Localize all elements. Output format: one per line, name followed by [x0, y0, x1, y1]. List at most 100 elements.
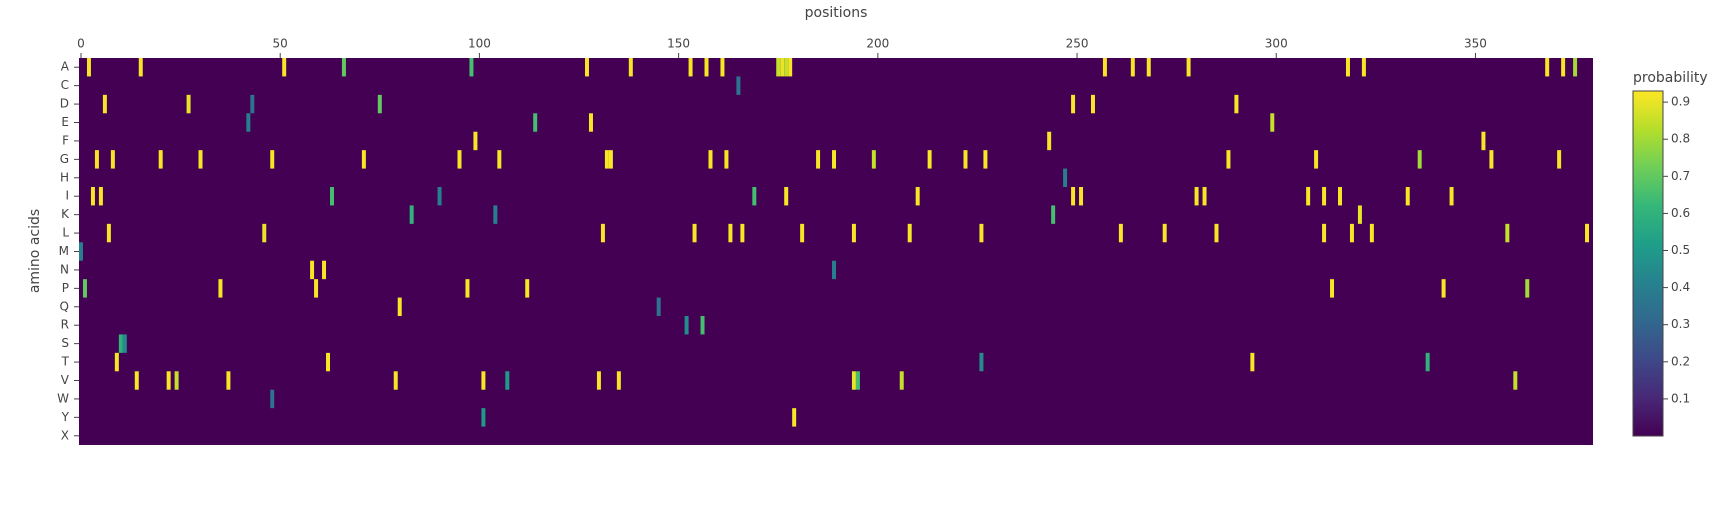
heatmap-cell	[1130, 58, 1135, 77]
heatmap-cell	[788, 58, 793, 77]
heatmap-cell	[1226, 150, 1231, 169]
heatmap-cell	[832, 260, 836, 280]
heatmap-cell	[1322, 187, 1327, 206]
y-tick-label: D	[60, 97, 69, 111]
heatmap-cell	[1369, 223, 1374, 243]
x-tick-label: 150	[667, 37, 690, 51]
heatmap-cell	[377, 94, 382, 114]
y-axis-title: amino acids	[27, 209, 43, 293]
heatmap-cell	[525, 279, 530, 298]
x-tick-label: 50	[273, 37, 288, 51]
heatmap-cell	[282, 58, 287, 77]
heatmap-cell	[588, 113, 593, 132]
y-tick-label: H	[60, 170, 69, 184]
heatmap-cell	[1051, 205, 1056, 224]
heatmap-cell	[166, 371, 171, 390]
heatmap-cell	[465, 279, 470, 298]
heatmap-cell	[134, 371, 139, 390]
x-axis-title: positions	[805, 5, 868, 21]
heatmap-cell	[704, 58, 709, 77]
heatmap-cell	[1545, 58, 1550, 77]
colorbar-tick-label: 0.6	[1671, 206, 1690, 220]
x-tick-label: 0	[77, 37, 85, 51]
colorbar-tick-label: 0.4	[1671, 280, 1690, 294]
y-tick-label: N	[60, 262, 69, 276]
heatmap-cell	[979, 352, 984, 372]
heatmap-cell	[174, 371, 179, 390]
heatmap-cell	[720, 58, 725, 77]
heatmap-cell	[608, 150, 613, 169]
heatmap-cell	[330, 187, 334, 206]
heatmap-cell	[361, 150, 366, 169]
heatmap-cell	[262, 223, 267, 243]
heatmap-cell	[1102, 58, 1107, 77]
y-tick-label: X	[61, 428, 69, 442]
y-tick-label: I	[65, 189, 69, 203]
heatmap-cell	[1186, 58, 1191, 77]
heatmap-cell	[90, 187, 95, 206]
heatmap-cell	[708, 150, 713, 169]
heatmap-cell	[1090, 94, 1095, 114]
colorbar-tick-label: 0.9	[1671, 95, 1690, 109]
heatmap-cell	[1202, 187, 1207, 206]
heatmap-cell	[1214, 223, 1219, 243]
heatmap-cell	[1079, 187, 1084, 206]
heatmap-cell	[1330, 279, 1335, 298]
heatmap-cell	[851, 223, 856, 243]
heatmap-cell	[604, 150, 609, 169]
heatmap-cell	[397, 297, 402, 316]
x-tick-label: 100	[468, 37, 491, 51]
heatmap-cell	[94, 150, 99, 169]
heatmap-cell	[784, 58, 789, 77]
heatmap-cell	[1250, 352, 1255, 372]
heatmap-cell	[740, 223, 745, 243]
heatmap-cell	[1405, 187, 1410, 206]
heatmap-cell	[1513, 371, 1518, 390]
heatmap-cell	[1194, 187, 1199, 206]
colorbar-tick-label: 0.5	[1671, 243, 1690, 257]
y-tick-label: K	[61, 207, 70, 221]
heatmap-cell	[322, 260, 327, 280]
heatmap-cell	[752, 187, 757, 206]
heatmap-cell	[979, 223, 984, 243]
heatmap-cell	[1345, 58, 1350, 77]
heatmap-cell	[963, 150, 968, 169]
heatmap-cell	[656, 297, 661, 316]
heatmap-cell	[983, 150, 988, 169]
heatmap-cell	[497, 150, 502, 169]
heatmap-cell	[1525, 279, 1530, 298]
heatmap-cell	[270, 150, 275, 169]
heatmap-cell	[851, 371, 856, 390]
heatmap-cell	[310, 260, 315, 280]
heatmap-cell	[246, 113, 251, 132]
heatmap-cell	[102, 94, 107, 114]
heatmap-cell	[728, 223, 733, 243]
heatmap-cell	[533, 113, 538, 132]
colorbar	[1632, 90, 1664, 437]
y-tick-label: W	[57, 391, 69, 405]
colorbar-tick-label: 0.1	[1671, 391, 1690, 405]
heatmap-cell	[1357, 205, 1362, 224]
x-tick-label: 350	[1464, 37, 1487, 51]
heatmap-cell	[832, 150, 836, 169]
heatmap-cell	[1071, 187, 1076, 206]
heatmap-cell	[1322, 223, 1327, 243]
heatmap-cell	[79, 242, 83, 261]
heatmap-cell	[899, 371, 904, 390]
heatmap-cell	[616, 371, 621, 390]
colorbar-title: probability	[1633, 70, 1708, 86]
y-tick-label: Q	[60, 299, 69, 313]
heatmap-cell	[138, 58, 143, 77]
y-tick-label: R	[61, 318, 69, 332]
heatmap-cell	[907, 223, 912, 243]
y-tick-label: V	[61, 373, 70, 387]
heatmap-cell	[1417, 150, 1422, 169]
plot-background	[79, 58, 1593, 445]
y-tick-label: T	[61, 355, 70, 369]
heatmap-cell	[776, 58, 781, 77]
heatmap-cell	[1561, 58, 1566, 77]
y-tick-label: Y	[61, 410, 70, 424]
heatmap-cell	[800, 223, 805, 243]
heatmap-cell	[1071, 94, 1076, 114]
heatmap-cell	[437, 187, 442, 206]
